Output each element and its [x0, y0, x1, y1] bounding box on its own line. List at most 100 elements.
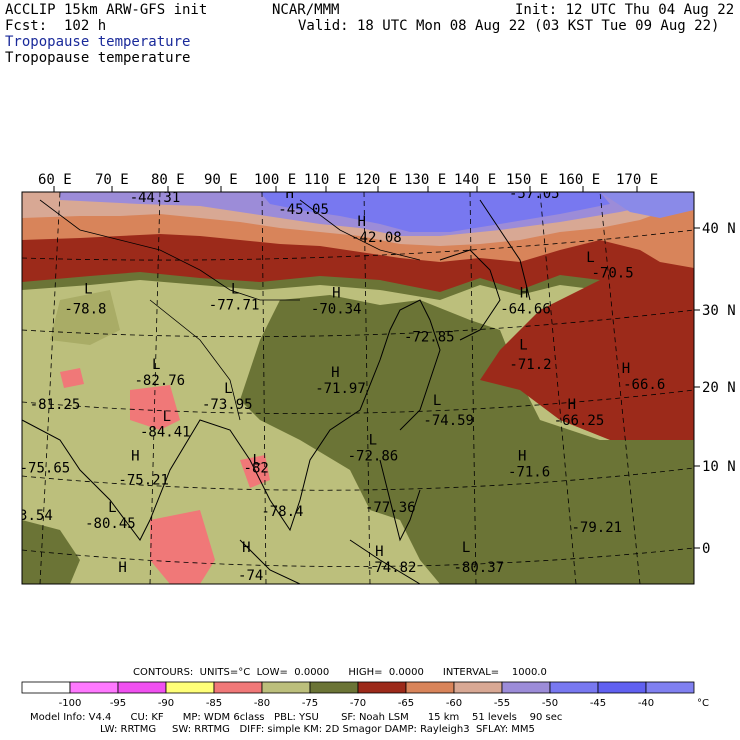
- colorbar-tick-label: -70: [350, 698, 366, 709]
- low-marker: L: [152, 357, 160, 373]
- lon-labels: 60 E 70 E 80 E 90 E 100 E 110 E 120 E 13…: [38, 172, 658, 188]
- lon-label: 100 E: [254, 172, 296, 188]
- colorbar-swatch: [549, 681, 599, 694]
- colorbar-unit: °C: [697, 698, 709, 709]
- extremum-value: -77.71: [209, 298, 260, 314]
- extremum-value: -66.6: [623, 377, 665, 393]
- lat-label: 40 N: [702, 221, 736, 237]
- model-info-line-1: Model Info: V4.4 CU: KF MP: WDM 6class P…: [30, 712, 563, 723]
- graticule: [22, 192, 694, 584]
- colorbar-swatch: [645, 681, 695, 694]
- colorbar-swatch: [117, 681, 167, 694]
- high-marker: H: [375, 544, 383, 560]
- extremum-value: -75.65: [20, 461, 71, 477]
- extremum-value: -45.05: [278, 202, 329, 218]
- extremum-value: -74.59: [423, 413, 474, 429]
- lon-label: 90 E: [204, 172, 238, 188]
- extremum-value: -84.41: [140, 425, 191, 441]
- extremum-value: -73.95: [202, 397, 253, 413]
- field-olive-w: [50, 290, 120, 345]
- lon-line-80: [149, 192, 161, 584]
- low-marker: L: [163, 409, 171, 425]
- lon-label: 110 E: [304, 172, 346, 188]
- high-marker: H: [131, 449, 139, 465]
- lat-label: 20 N: [702, 380, 736, 396]
- lat-line-0: [22, 547, 694, 567]
- low-marker: L: [108, 500, 116, 516]
- extremum-value: -72.86: [348, 449, 399, 465]
- lon-label: 120 E: [355, 172, 397, 188]
- extremum-value: -81.25: [30, 397, 81, 413]
- lon-label: 160 E: [558, 172, 600, 188]
- lon-label: 140 E: [454, 172, 496, 188]
- lon-label: 130 E: [404, 172, 446, 188]
- extremum-value: -70.5: [592, 266, 634, 282]
- high-marker: H: [118, 560, 126, 576]
- lon-label: 80 E: [151, 172, 185, 188]
- field-dark-red: [22, 208, 694, 440]
- colorbar-tick-label: -75: [302, 698, 318, 709]
- lon-line-120: [363, 192, 371, 584]
- extremum-value: -74.82: [366, 560, 417, 576]
- extremum-value: -64.66: [500, 302, 551, 318]
- colorbar-swatch: [261, 681, 311, 694]
- field-pink-2: [150, 510, 215, 584]
- extremum-value: -42.08: [351, 230, 402, 246]
- extremum-value: -80.37: [454, 560, 505, 576]
- lat-line-30: [22, 309, 694, 338]
- high-marker: H: [518, 449, 526, 465]
- colorbar-tick-label: -90: [158, 698, 174, 709]
- low-marker: L: [224, 381, 232, 397]
- extremum-value: -75.21: [118, 472, 169, 488]
- colorbar-swatch: [405, 681, 455, 694]
- lat-label: 10 N: [702, 459, 736, 475]
- lat-label: 30 N: [702, 303, 736, 319]
- extremum-value: -66.25: [554, 413, 605, 429]
- forecast-hour: Fcst: 102 h: [5, 18, 107, 34]
- country-borders: [39, 199, 421, 421]
- colorbar-tick-label: -60: [446, 698, 462, 709]
- colorbar-tick-label: -40: [638, 698, 654, 709]
- colorbar-swatch: [453, 681, 503, 694]
- high-marker: H: [568, 397, 576, 413]
- extremum-value: -3.54: [11, 508, 53, 524]
- extremum-value: -44.31: [130, 190, 181, 206]
- contours-info: CONTOURS: UNITS=°C LOW= 0.0000 HIGH= 0.0…: [133, 667, 547, 678]
- model-title: ACCLIP 15km ARW-GFS init: [5, 2, 208, 18]
- colorbar-swatch: [21, 681, 71, 694]
- low-marker: L: [231, 282, 239, 298]
- field-title-primary: Tropopause temperature: [5, 34, 191, 50]
- extremum-value: -74: [238, 568, 263, 584]
- field-blue-north: [260, 192, 610, 232]
- lon-line-160: [539, 192, 577, 584]
- high-marker: H: [242, 540, 250, 556]
- colorbar-tick-label: -100: [59, 698, 82, 709]
- high-marker: H: [357, 214, 365, 230]
- colorbar-tick-label: -85: [206, 698, 222, 709]
- lat-label: 0: [702, 541, 710, 557]
- lon-line-60: [39, 192, 61, 584]
- field-olive-ocean: [240, 295, 694, 584]
- low-marker: L: [252, 453, 260, 469]
- field-pink-4: [60, 368, 84, 388]
- colorbar-swatch: [597, 681, 647, 694]
- lat-line-40: [22, 229, 694, 261]
- colorbar-swatch: [357, 681, 407, 694]
- extremum-value: -79.21: [572, 520, 623, 536]
- field-title-secondary: Tropopause temperature: [5, 50, 191, 66]
- field-pink-1: [130, 385, 180, 430]
- low-marker: L: [586, 250, 594, 266]
- extremum-value: -82.76: [135, 373, 186, 389]
- colorbar-tick-label: -45: [590, 698, 606, 709]
- extremum-value: -71.97: [315, 381, 366, 397]
- extremum-value: -71.2: [509, 357, 551, 373]
- colorbar-swatch: [501, 681, 551, 694]
- colorbar-tick-label: -50: [542, 698, 558, 709]
- colorbar-swatch: [69, 681, 119, 694]
- valid-time: Valid: 18 UTC Mon 08 Aug 22 (03 KST Tue …: [298, 18, 720, 34]
- colorbar-tick-label: -65: [398, 698, 414, 709]
- lon-label: 60 E: [38, 172, 72, 188]
- extremum-value: -82: [244, 461, 269, 477]
- org-label: NCAR/MMM: [272, 2, 340, 18]
